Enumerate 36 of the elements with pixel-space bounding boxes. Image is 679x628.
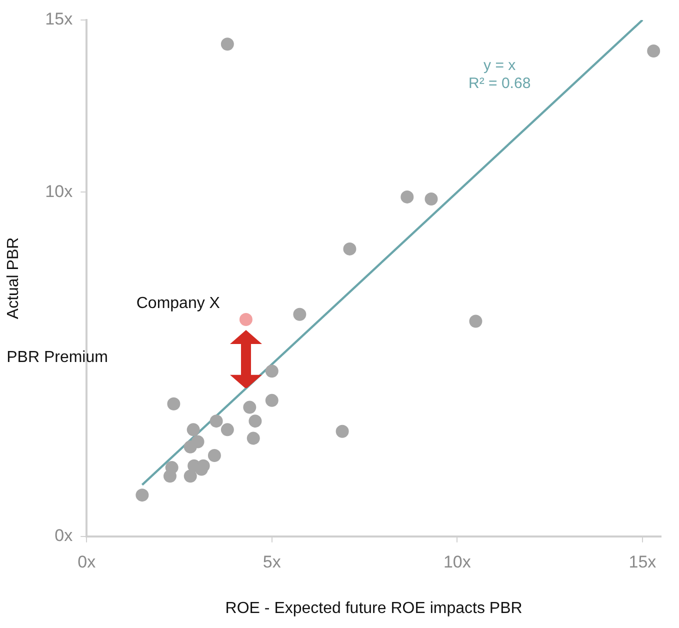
point <box>343 242 356 256</box>
point <box>220 38 234 51</box>
point <box>136 488 149 502</box>
annotation: R² = 0.68 <box>468 75 531 92</box>
point <box>647 44 660 58</box>
point <box>265 364 278 378</box>
point <box>243 400 256 414</box>
point <box>293 308 306 321</box>
point <box>265 394 278 407</box>
point <box>210 414 223 428</box>
point <box>208 449 221 462</box>
annotation: PBR Premium <box>6 348 108 366</box>
point <box>167 397 180 410</box>
x-tick-label: 10x <box>443 552 472 572</box>
point <box>239 313 252 326</box>
point <box>469 314 482 328</box>
point <box>184 470 197 483</box>
annotation: Company X <box>136 294 220 312</box>
point <box>184 440 197 454</box>
point <box>336 424 349 438</box>
point <box>246 432 260 445</box>
y-tick-label: 10x <box>45 182 74 201</box>
x-tick-label: 0x <box>78 552 96 572</box>
x-tick-label: 5x <box>262 552 282 572</box>
point <box>424 192 438 206</box>
x-tick-label: 15x <box>628 552 657 572</box>
point <box>400 190 414 204</box>
point <box>163 470 176 483</box>
y-tick-label: 0x <box>54 526 74 546</box>
point <box>186 423 200 436</box>
point <box>220 423 234 436</box>
x-axis-title: ROE - Expected future ROE impacts PBR <box>225 600 522 617</box>
y-tick-label: 15x <box>45 10 74 29</box>
point <box>248 414 262 428</box>
annotation: y = x <box>484 57 516 74</box>
y-axis-title: Actual PBR <box>5 237 22 320</box>
